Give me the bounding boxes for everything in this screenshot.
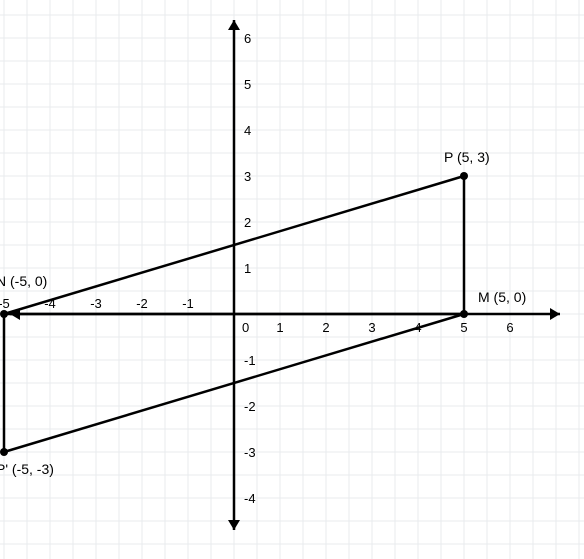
x-tick-label: -3 [90, 296, 102, 311]
y-tick-label: 4 [244, 123, 251, 138]
x-tick-label: -2 [136, 296, 148, 311]
coordinate-plane-chart: -5-4-3-2-1123456654321-1-2-3-40P (5, 3)M… [0, 0, 584, 559]
point-label-Pprime: P' (-5, -3) [0, 461, 54, 477]
y-tick-label: 6 [244, 31, 251, 46]
x-tick-label: 5 [460, 320, 467, 335]
y-tick-label: -1 [244, 353, 256, 368]
point-M [460, 310, 468, 318]
y-tick-label: 2 [244, 215, 251, 230]
x-tick-label: -1 [182, 296, 194, 311]
point-label-M: M (5, 0) [478, 289, 526, 305]
point-Pprime [0, 448, 8, 456]
y-tick-label: -2 [244, 399, 256, 414]
y-tick-label: 3 [244, 169, 251, 184]
point-label-N: N (-5, 0) [0, 273, 47, 289]
y-tick-label: 1 [244, 261, 251, 276]
y-tick-label: -3 [244, 445, 256, 460]
y-tick-label: -4 [244, 491, 256, 506]
x-tick-label: 3 [368, 320, 375, 335]
point-label-P: P (5, 3) [444, 149, 490, 165]
x-tick-label: -5 [0, 296, 10, 311]
y-tick-label: 5 [244, 77, 251, 92]
x-tick-label: 6 [506, 320, 513, 335]
origin-label: 0 [242, 320, 249, 335]
point-N [0, 310, 8, 318]
chart-svg: -5-4-3-2-1123456654321-1-2-3-40P (5, 3)M… [0, 0, 584, 559]
x-tick-label: 1 [276, 320, 283, 335]
x-tick-label: 2 [322, 320, 329, 335]
point-P [460, 172, 468, 180]
